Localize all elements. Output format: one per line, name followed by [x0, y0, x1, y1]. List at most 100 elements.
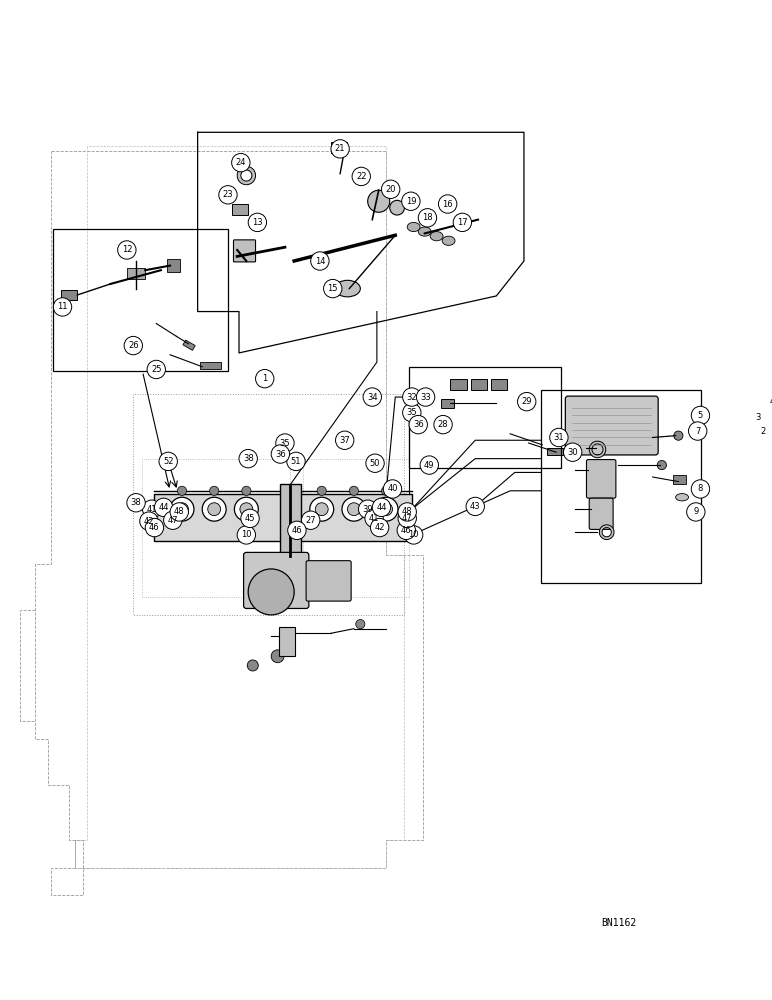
- Circle shape: [403, 388, 421, 406]
- Text: 41: 41: [147, 505, 157, 514]
- Text: 32: 32: [407, 393, 417, 402]
- Text: 38: 38: [130, 498, 141, 507]
- Text: 22: 22: [356, 172, 367, 181]
- Circle shape: [271, 650, 284, 663]
- Text: 33: 33: [420, 393, 431, 402]
- Text: 36: 36: [275, 450, 286, 459]
- Text: 24: 24: [235, 158, 246, 167]
- Circle shape: [248, 569, 294, 615]
- Text: 44: 44: [158, 503, 169, 512]
- Text: 10: 10: [241, 530, 252, 539]
- Text: 35: 35: [407, 408, 417, 417]
- Text: 14: 14: [315, 257, 325, 266]
- Circle shape: [763, 392, 772, 411]
- Circle shape: [323, 279, 342, 298]
- Text: 19: 19: [405, 197, 416, 206]
- Circle shape: [218, 186, 237, 204]
- Text: 39: 39: [362, 505, 373, 514]
- Bar: [331, 142, 347, 153]
- Text: 23: 23: [222, 190, 233, 199]
- Circle shape: [240, 503, 252, 516]
- Circle shape: [347, 503, 361, 516]
- Text: 26: 26: [128, 341, 139, 350]
- Bar: [154, 494, 281, 541]
- Text: 42: 42: [144, 517, 154, 526]
- Bar: [409, 367, 560, 468]
- Circle shape: [164, 511, 182, 529]
- Circle shape: [336, 431, 354, 449]
- Bar: [280, 484, 300, 556]
- Text: 46: 46: [401, 526, 411, 535]
- Circle shape: [466, 497, 485, 516]
- Circle shape: [398, 509, 416, 528]
- Circle shape: [749, 408, 767, 426]
- Ellipse shape: [418, 227, 431, 236]
- Circle shape: [242, 486, 251, 495]
- Circle shape: [381, 486, 391, 495]
- Text: 15: 15: [327, 284, 338, 293]
- Circle shape: [288, 521, 306, 540]
- Circle shape: [147, 360, 165, 379]
- Circle shape: [372, 498, 391, 517]
- Circle shape: [53, 298, 72, 316]
- Ellipse shape: [430, 232, 443, 241]
- Circle shape: [310, 252, 329, 270]
- Circle shape: [127, 494, 145, 512]
- Circle shape: [390, 200, 405, 215]
- Text: 28: 28: [438, 420, 449, 429]
- Circle shape: [564, 443, 582, 461]
- Circle shape: [271, 445, 290, 463]
- Circle shape: [349, 486, 358, 495]
- Circle shape: [248, 213, 266, 232]
- Bar: [279, 627, 295, 656]
- Circle shape: [140, 512, 158, 530]
- Text: 2: 2: [760, 427, 766, 436]
- FancyBboxPatch shape: [233, 240, 256, 262]
- Circle shape: [154, 498, 173, 517]
- Circle shape: [124, 336, 143, 355]
- Circle shape: [403, 403, 421, 422]
- Text: 13: 13: [252, 218, 262, 227]
- Circle shape: [418, 209, 437, 227]
- Bar: [673, 475, 686, 484]
- Circle shape: [416, 388, 435, 406]
- Text: 42: 42: [374, 523, 385, 532]
- Circle shape: [674, 431, 683, 440]
- Text: 48: 48: [174, 507, 185, 516]
- Ellipse shape: [442, 236, 455, 245]
- Text: 25: 25: [151, 365, 161, 374]
- Text: 37: 37: [340, 436, 350, 445]
- Circle shape: [366, 454, 384, 472]
- Ellipse shape: [676, 494, 689, 501]
- Text: 30: 30: [567, 448, 578, 457]
- Circle shape: [686, 503, 705, 521]
- Circle shape: [371, 518, 389, 537]
- Text: 1: 1: [262, 374, 267, 383]
- Bar: [471, 379, 487, 390]
- Circle shape: [117, 241, 136, 259]
- Bar: [53, 229, 228, 371]
- Ellipse shape: [334, 280, 361, 297]
- Bar: [232, 204, 248, 215]
- Text: 4: 4: [770, 397, 772, 406]
- Bar: [491, 379, 507, 390]
- Circle shape: [397, 521, 415, 540]
- Bar: [547, 448, 564, 455]
- Text: 46: 46: [149, 523, 160, 532]
- Text: 17: 17: [457, 218, 468, 227]
- Text: 16: 16: [442, 200, 453, 209]
- Circle shape: [239, 449, 257, 468]
- Circle shape: [232, 153, 250, 172]
- Circle shape: [434, 415, 452, 434]
- Text: 46: 46: [292, 526, 302, 535]
- Text: 51: 51: [291, 457, 301, 466]
- Circle shape: [331, 140, 349, 158]
- FancyBboxPatch shape: [565, 396, 659, 455]
- Text: 29: 29: [521, 397, 532, 406]
- FancyBboxPatch shape: [306, 561, 351, 601]
- Circle shape: [170, 497, 194, 521]
- Circle shape: [143, 500, 161, 518]
- Circle shape: [691, 480, 709, 498]
- Circle shape: [405, 526, 423, 544]
- Text: 7: 7: [695, 427, 700, 436]
